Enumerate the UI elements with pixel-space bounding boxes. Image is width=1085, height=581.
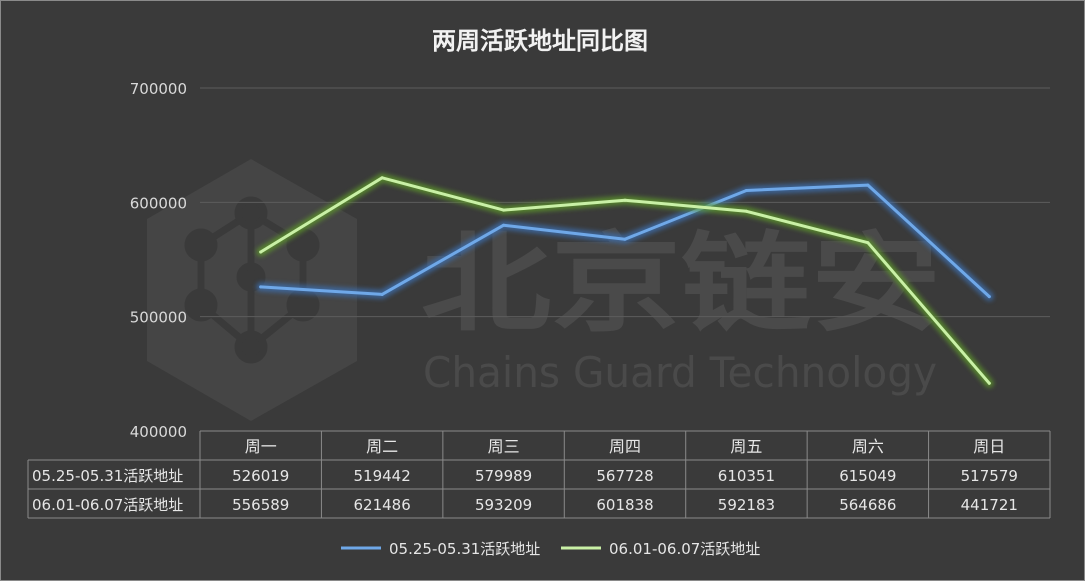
y-axis-tick-labels: 700000 600000 500000 400000 bbox=[130, 80, 187, 441]
data-point bbox=[502, 223, 506, 227]
legend-label-1: 05.25-05.31活跃地址 bbox=[389, 540, 540, 558]
data-label: 579989 bbox=[475, 467, 532, 485]
data-label: 621486 bbox=[354, 496, 411, 514]
series-lines bbox=[256, 173, 994, 388]
x-tick-label: 周五 bbox=[730, 437, 762, 456]
data-label: 601838 bbox=[596, 496, 653, 514]
x-tick-label: 周三 bbox=[488, 437, 520, 456]
y-tick-label: 500000 bbox=[130, 309, 187, 327]
data-point bbox=[744, 188, 748, 192]
data-point bbox=[380, 176, 384, 180]
x-tick-label: 周一 bbox=[245, 437, 277, 456]
data-label: 615049 bbox=[839, 467, 896, 485]
data-label: 519442 bbox=[354, 467, 411, 485]
legend: 05.25-05.31活跃地址 06.01-06.07活跃地址 bbox=[341, 540, 760, 558]
data-point bbox=[866, 241, 870, 245]
y-tick-label: 700000 bbox=[130, 80, 187, 98]
table-series-name: 05.25-05.31活跃地址 bbox=[32, 467, 183, 485]
data-label: 610351 bbox=[718, 467, 775, 485]
data-label: 592183 bbox=[718, 496, 775, 514]
x-tick-label: 周四 bbox=[609, 437, 641, 456]
data-point bbox=[987, 381, 991, 385]
data-point bbox=[380, 292, 384, 296]
data-point bbox=[502, 208, 506, 212]
data-point bbox=[623, 237, 627, 241]
data-point bbox=[259, 285, 263, 289]
data-label: 526019 bbox=[232, 467, 289, 485]
x-tick-label: 周六 bbox=[852, 437, 884, 456]
x-tick-label: 周二 bbox=[366, 437, 398, 456]
data-label: 593209 bbox=[475, 496, 532, 514]
data-point bbox=[744, 209, 748, 213]
y-tick-label: 400000 bbox=[130, 423, 187, 441]
data-point bbox=[259, 250, 263, 254]
x-tick-label: 周日 bbox=[973, 437, 1005, 456]
data-point bbox=[623, 198, 627, 202]
legend-label-2: 06.01-06.07活跃地址 bbox=[609, 540, 760, 558]
data-label: 556589 bbox=[232, 496, 289, 514]
data-label: 517579 bbox=[961, 467, 1018, 485]
data-point bbox=[866, 183, 870, 187]
chart-title: 两周活跃地址同比图 bbox=[432, 27, 648, 55]
table-series-name: 06.01-06.07活跃地址 bbox=[32, 496, 183, 514]
y-tick-label: 600000 bbox=[130, 194, 187, 212]
data-label: 564686 bbox=[839, 496, 896, 514]
watermark-molecule-icon bbox=[184, 196, 320, 364]
data-label: 441721 bbox=[961, 496, 1018, 514]
data-label: 567728 bbox=[596, 467, 653, 485]
watermark-subtitle: Chains Guard Technology bbox=[423, 348, 937, 397]
data-table: 周一 周二 周三 周四 周五 周六 周日 05.25-05.31活跃地址 526019 51944… bbox=[27, 430, 1051, 519]
data-point bbox=[987, 295, 991, 299]
